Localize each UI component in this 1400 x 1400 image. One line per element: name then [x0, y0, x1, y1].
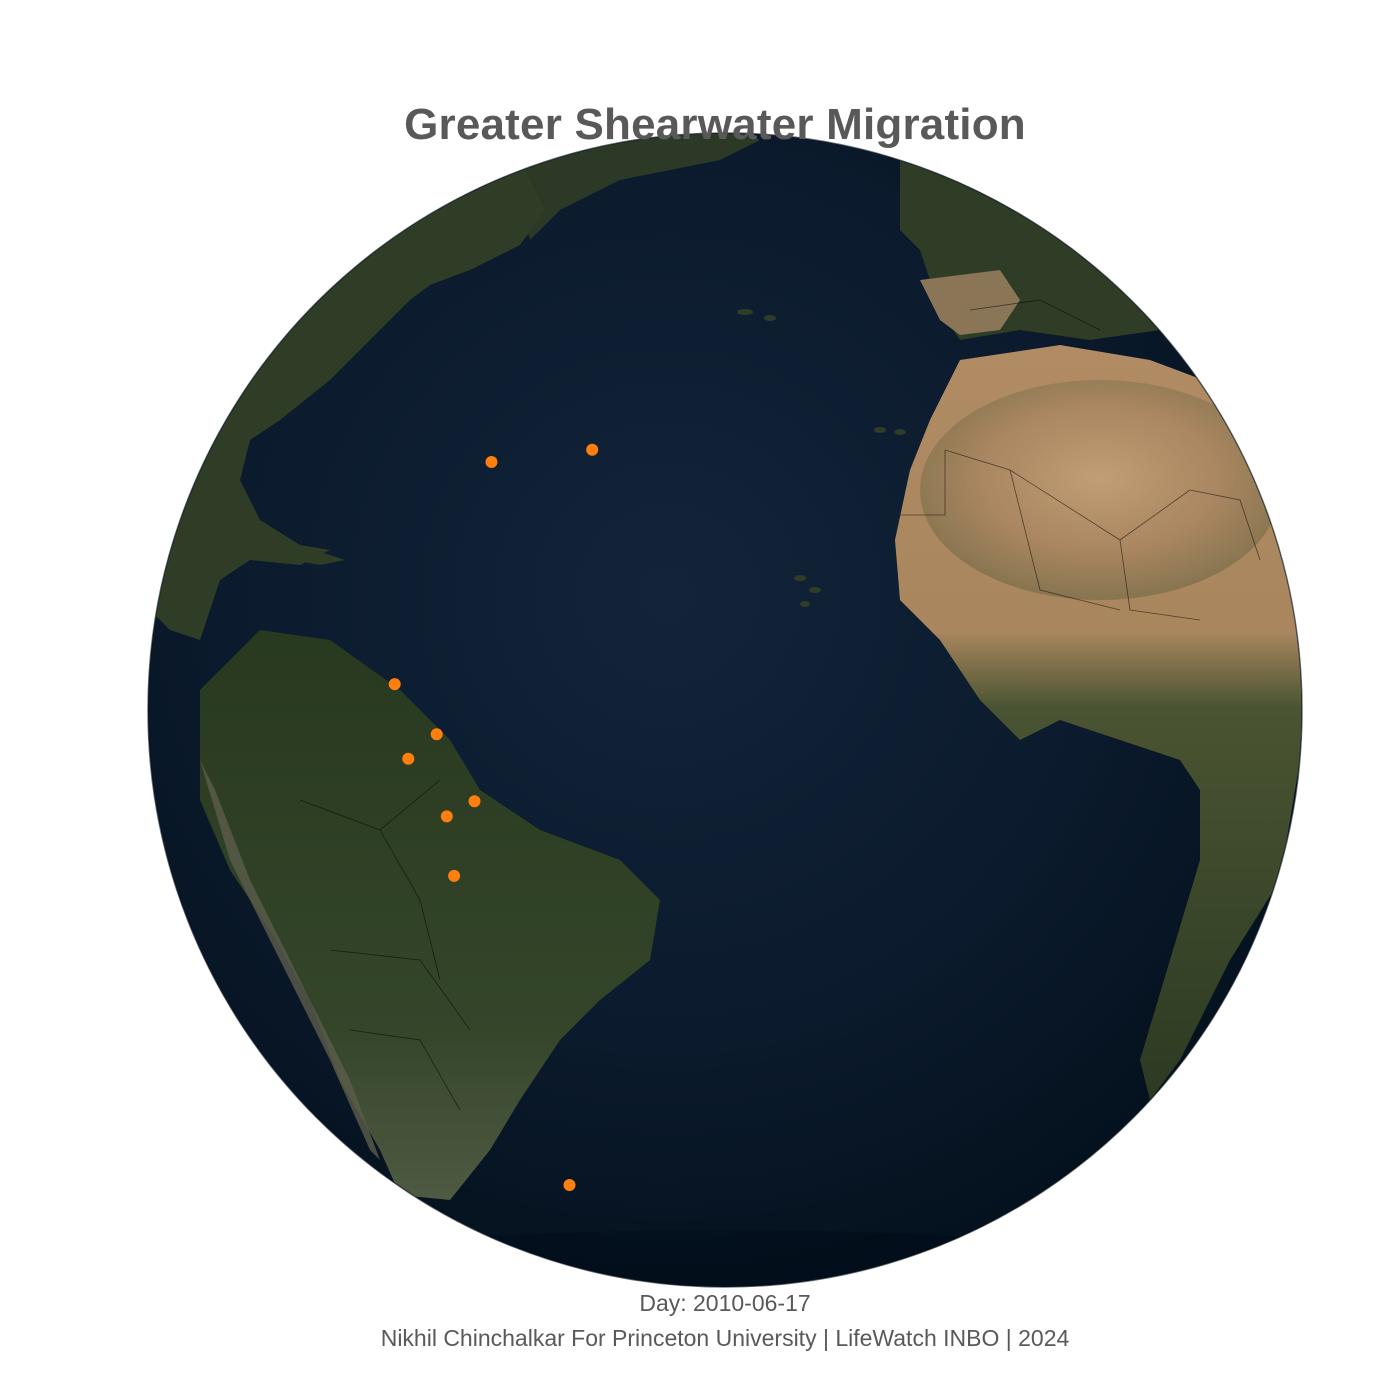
- bird-position-markers: [388, 443, 599, 1191]
- atlantic-islands: [737, 309, 906, 607]
- credit-label: Nikhil Chinchalkar For Princeton Univers…: [380, 1325, 1070, 1351]
- bird-marker-8[interactable]: [448, 869, 461, 882]
- bird-marker-7[interactable]: [440, 810, 453, 823]
- map-title: Greater Shearwater Migration: [404, 100, 1026, 149]
- caribbean-islands: [255, 540, 345, 565]
- day-prefix: Day:: [639, 1290, 694, 1316]
- bird-marker-6[interactable]: [468, 795, 481, 808]
- bird-marker-9[interactable]: [563, 1179, 576, 1191]
- andes-range: [200, 760, 380, 1160]
- day-label: Day: 2010-06-17: [0, 1290, 1400, 1317]
- globe-outline: [147, 132, 1303, 1288]
- iberia-landmass: [920, 270, 1020, 335]
- bird-marker-1[interactable]: [586, 443, 599, 456]
- bird-marker-2[interactable]: [485, 456, 498, 468]
- bird-marker-4[interactable]: [430, 728, 443, 741]
- country-borders: [299, 299, 1261, 1111]
- south-america-landmass: [200, 630, 660, 1200]
- bird-marker-3[interactable]: [388, 678, 401, 691]
- sahara-desert: [920, 380, 1280, 600]
- day-value: 2010-06-17: [693, 1290, 811, 1316]
- bird-marker-5[interactable]: [402, 752, 415, 765]
